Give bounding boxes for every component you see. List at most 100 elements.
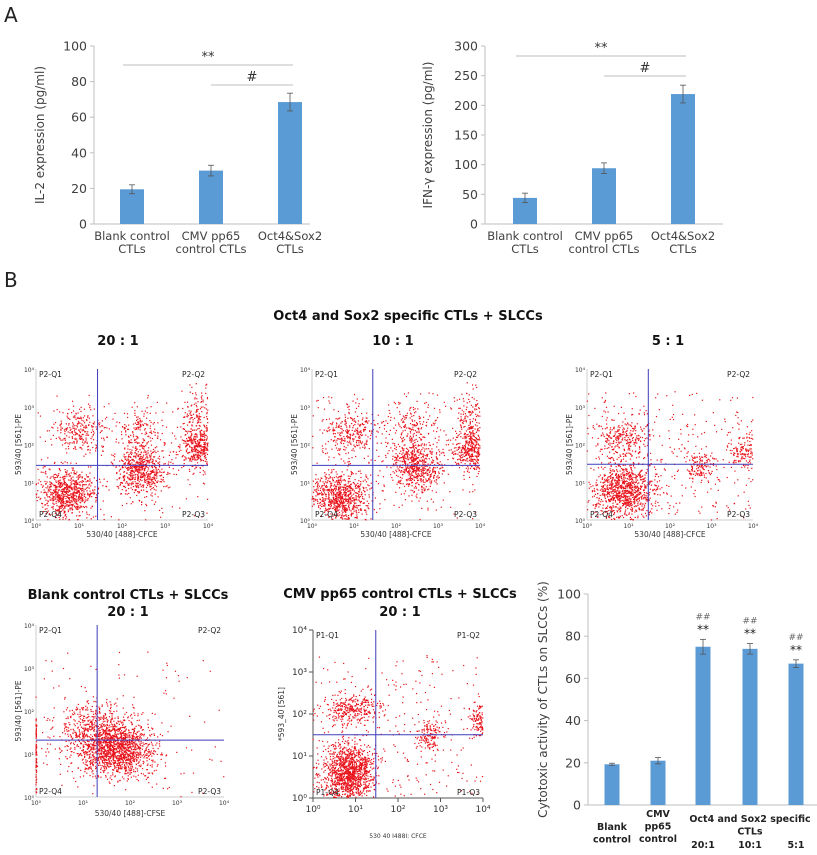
event-dot — [456, 399, 458, 401]
event-dot — [138, 499, 140, 501]
event-dot — [60, 490, 62, 492]
event-dot — [198, 413, 200, 415]
event-dot — [416, 482, 418, 484]
event-dot — [153, 451, 155, 453]
event-dot — [416, 493, 418, 495]
event-dot — [55, 500, 57, 502]
event-dot — [197, 451, 200, 454]
category-label: pp65 — [645, 822, 672, 833]
event-dot — [79, 422, 81, 424]
event-dot — [327, 490, 329, 492]
event-dot — [357, 492, 359, 494]
event-dot — [321, 494, 323, 496]
event-dot — [139, 420, 141, 422]
event-dot — [195, 445, 198, 448]
event-dot — [112, 418, 114, 420]
event-dot — [141, 442, 144, 444]
event-dot — [61, 500, 63, 503]
event-dot — [340, 458, 342, 460]
event-dot — [191, 440, 193, 442]
event-dot — [395, 469, 397, 471]
event-dot — [428, 441, 430, 444]
event-dot — [438, 472, 440, 475]
significance-stars: ** — [790, 643, 802, 657]
event-dot — [357, 427, 359, 429]
event-dot — [42, 511, 45, 513]
event-dot — [469, 418, 471, 421]
event-dot — [140, 467, 142, 469]
event-dot — [417, 469, 419, 471]
event-dot — [76, 440, 78, 442]
event-dot — [345, 497, 347, 499]
event-dot — [339, 491, 342, 493]
event-dot — [46, 430, 48, 432]
event-dot — [405, 467, 407, 469]
event-dot — [145, 504, 148, 507]
event-dot — [452, 458, 455, 460]
event-dot — [155, 467, 158, 469]
event-dot — [142, 458, 145, 461]
event-dot — [354, 423, 356, 426]
event-dot — [63, 501, 65, 503]
event-dot — [191, 456, 193, 458]
event-dot — [386, 466, 388, 468]
event-dot — [139, 429, 141, 431]
event-dot — [103, 406, 105, 408]
y-tick-label: 60 — [565, 671, 581, 686]
event-dot — [340, 496, 342, 498]
event-dot — [340, 477, 342, 479]
event-dot — [154, 484, 156, 486]
event-dot — [344, 437, 346, 440]
event-dot — [171, 432, 174, 434]
event-dot — [130, 453, 133, 456]
event-dot — [338, 493, 340, 496]
event-dot — [421, 488, 423, 491]
event-dot — [154, 473, 156, 475]
event-dot — [36, 500, 38, 502]
event-dot — [323, 429, 325, 431]
event-dot — [358, 487, 360, 489]
event-dot — [206, 436, 208, 438]
event-dot — [140, 458, 142, 460]
event-dot — [344, 504, 346, 507]
event-dot — [120, 493, 123, 495]
event-dot — [199, 445, 201, 447]
event-dot — [438, 471, 440, 473]
event-dot — [339, 493, 342, 495]
y-axis-label: Cytotoxic activity of CTLs on SLCCs (%) — [536, 581, 550, 818]
event-dot — [469, 432, 471, 434]
event-dot — [187, 440, 189, 442]
event-dot — [157, 496, 159, 498]
event-dot — [348, 460, 350, 463]
event-dot — [425, 411, 427, 413]
event-dot — [474, 462, 477, 464]
event-dot — [328, 488, 330, 491]
event-dot — [469, 427, 471, 429]
event-dot — [350, 492, 352, 495]
event-dot — [411, 419, 413, 421]
event-dot — [416, 431, 418, 434]
event-dot — [87, 449, 89, 451]
event-dot — [60, 461, 62, 464]
event-dot — [191, 443, 193, 445]
event-dot — [321, 486, 323, 488]
category-label: control CTLs — [569, 242, 640, 256]
event-dot — [180, 449, 182, 451]
event-dot — [403, 426, 405, 428]
event-dot — [429, 475, 432, 477]
event-dot — [384, 499, 386, 501]
event-dot — [417, 408, 419, 410]
event-dot — [334, 429, 336, 432]
event-dot — [473, 450, 476, 452]
event-dot — [432, 460, 435, 462]
event-dot — [193, 429, 196, 431]
event-dot — [151, 432, 153, 435]
event-dot — [422, 468, 424, 470]
event-dot — [64, 428, 66, 430]
event-dot — [357, 491, 360, 493]
event-dot — [412, 409, 415, 411]
event-dot — [135, 427, 138, 429]
event-dot — [196, 436, 198, 438]
event-dot — [55, 494, 57, 496]
event-dot — [338, 425, 340, 427]
